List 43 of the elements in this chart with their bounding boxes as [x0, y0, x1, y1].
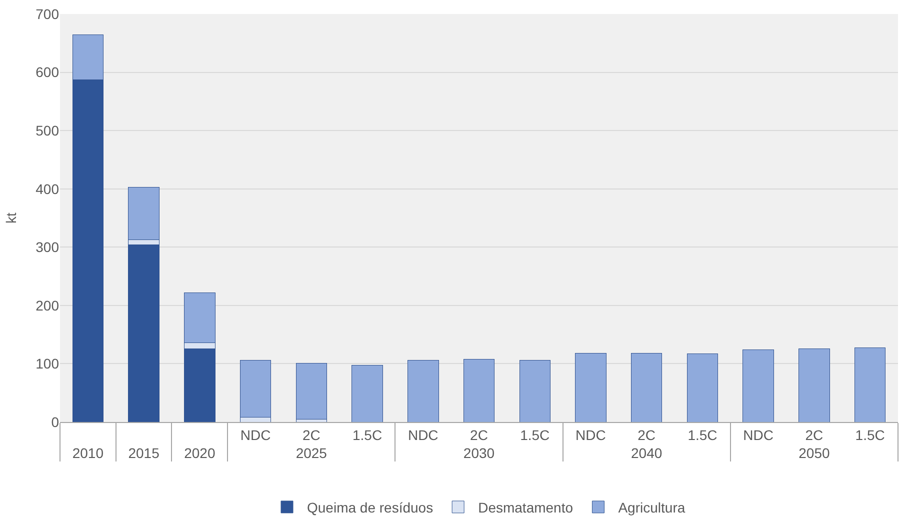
x-tick-label: 1.5C — [855, 426, 885, 443]
x-tick-label: NDC — [408, 426, 438, 443]
bar — [742, 349, 774, 422]
y-tick-label: 0 — [51, 414, 60, 430]
y-tick-label: 300 — [36, 239, 60, 256]
x-tick-label: 2C — [638, 426, 656, 443]
x-tick-label: 2C — [470, 426, 488, 443]
legend-label: Queima de resíduos — [307, 499, 434, 516]
legend-label: Agricultura — [618, 499, 686, 516]
y-tick-label: 100 — [36, 356, 60, 372]
bar — [630, 352, 662, 422]
text: 2025 — [296, 444, 328, 461]
bar — [240, 360, 272, 418]
x-tick-label: NDC — [576, 426, 606, 443]
bar — [352, 365, 383, 422]
bar — [854, 348, 886, 422]
bar — [408, 360, 439, 422]
y-tick-label: 700 — [36, 6, 60, 22]
x-tick-label: 1.5C — [352, 426, 382, 443]
y-tick-label: 500 — [36, 122, 60, 138]
bar — [463, 358, 495, 422]
bar — [686, 354, 718, 422]
x-tick-label: NDC — [240, 426, 271, 443]
y-axis-title: kt — [3, 212, 20, 224]
legend-label: Desmatamento — [478, 499, 574, 516]
x-tick-label: 2C — [805, 426, 824, 443]
text: 2020 — [184, 444, 216, 461]
text: 2030 — [463, 444, 495, 461]
bar — [798, 348, 830, 422]
x-tick-label: 1.5C — [688, 426, 718, 443]
bar — [519, 360, 550, 422]
text: 2050 — [798, 444, 830, 461]
bar — [575, 352, 606, 422]
y-tick-label: 400 — [36, 180, 60, 197]
text: 2040 — [631, 444, 662, 461]
x-tick-label: 2C — [302, 426, 320, 443]
y-tick-label: 600 — [36, 64, 60, 80]
bar — [296, 362, 328, 420]
x-tick-label: NDC — [743, 426, 774, 443]
y-tick-label: 200 — [36, 297, 60, 314]
text: 2015 — [128, 444, 160, 461]
x-tick-label: 1.5C — [520, 426, 550, 443]
text: 2010 — [72, 444, 104, 461]
